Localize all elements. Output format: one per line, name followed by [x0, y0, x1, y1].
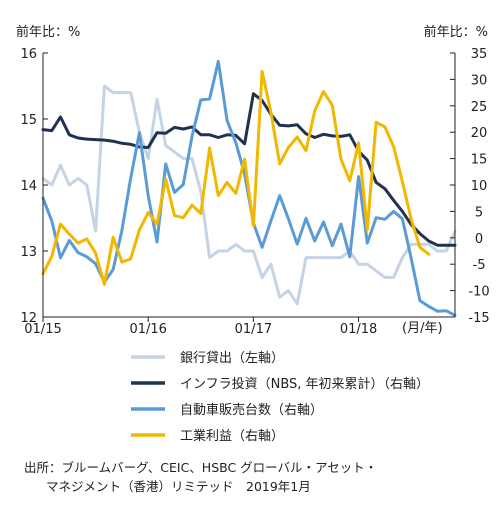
- legend-label-2: インフラ投資（NBS, 年初来累計）（右軸）: [180, 376, 429, 392]
- source-line-1: 出所：ブルームバーグ、CEIC、HSBC グローバル・アセット・: [24, 460, 378, 475]
- legend-label-4: 工業利益（右軸）: [180, 428, 284, 444]
- right-tick-label: -10: [468, 285, 489, 300]
- series-line-2: [41, 92, 457, 247]
- left-tick-label: 16: [20, 47, 37, 62]
- right-tick-label: 15: [471, 153, 488, 168]
- left-tick-label: 14: [20, 179, 37, 194]
- right-tick-label: -5: [473, 258, 486, 273]
- series-line-1: [41, 84, 457, 306]
- source-line-2: マネジメント（香港）リミテッド 2019年1月: [46, 479, 311, 494]
- left-tick-label: 12: [20, 311, 37, 326]
- right-axis-unit-label: 前年比：%: [424, 24, 488, 40]
- right-tick-label: 10: [471, 179, 488, 194]
- plot-area: [41, 59, 457, 317]
- right-tick-label: 20: [471, 126, 488, 141]
- right-tick-label: 5: [475, 205, 483, 220]
- x-tick-label: 01/17: [235, 322, 272, 337]
- left-tick-label: 15: [20, 113, 37, 128]
- x-tick-label: 01/16: [129, 322, 166, 337]
- left-tick-label: 13: [20, 245, 37, 260]
- right-tick-label: 30: [471, 73, 488, 88]
- legend: 銀行貸出（左軸） インフラ投資（NBS, 年初来累計）（右軸） 自動車販売台数（右軸…: [131, 350, 429, 444]
- axes: 12 13 14 15 16 -15 -10 -5 0 5 10 15 20 25 30 35 01/15 01/…: [20, 47, 489, 337]
- legend-label-1: 銀行貸出（左軸）: [180, 350, 284, 366]
- right-tick-label: 35: [471, 47, 488, 62]
- right-tick-label: -15: [468, 311, 489, 326]
- right-tick-label: 25: [471, 100, 488, 115]
- right-tick-label: 0: [475, 232, 483, 247]
- x-tick-label: 01/18: [340, 322, 377, 337]
- left-axis-unit-label: 前年比：%: [16, 24, 80, 40]
- source-note: 出所：ブルームバーグ、CEIC、HSBC グローバル・アセット・ マネジメント（…: [24, 458, 494, 496]
- x-axis-unit-label: (月/年): [402, 321, 443, 336]
- series-line-4: [41, 70, 431, 286]
- legend-label-3: 自動車販売台数（右軸）: [180, 402, 323, 418]
- x-tick-label: 01/15: [24, 322, 61, 337]
